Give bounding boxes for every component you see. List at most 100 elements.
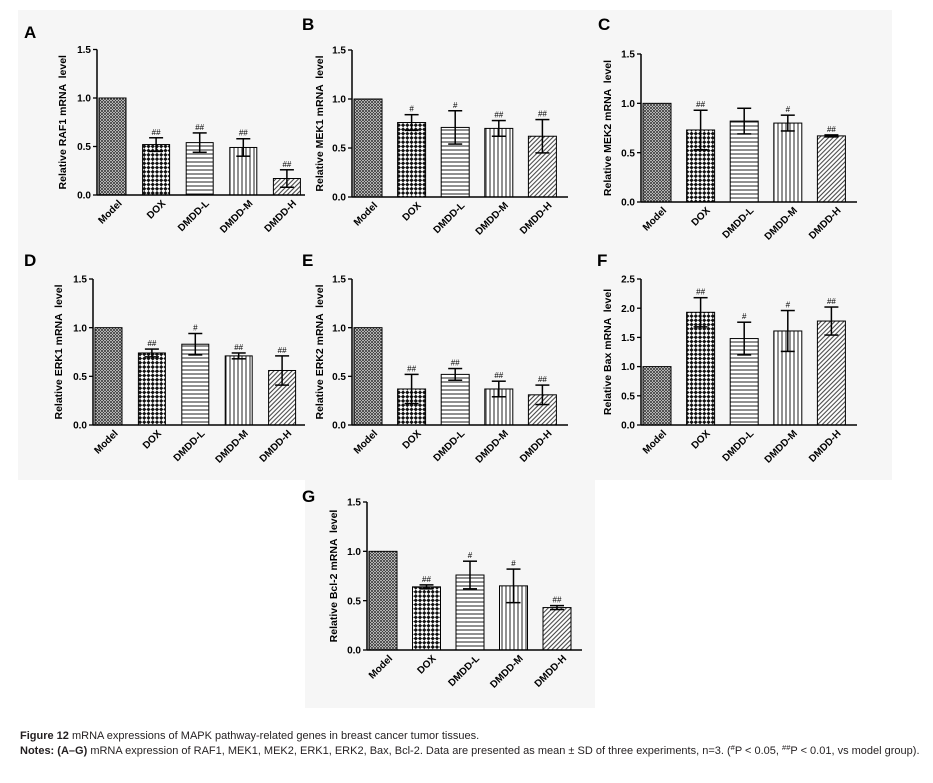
error-bar-dmdd-h [535, 118, 550, 154]
panel-letter: E [302, 251, 313, 270]
error-bar-dmdd-h [824, 306, 839, 336]
y-tick-label: 0.0 [347, 646, 361, 657]
error-bar-dox [149, 137, 164, 153]
error-bar-dmdd-h [535, 384, 550, 406]
error-bar-dmdd-l [448, 367, 463, 381]
panel-letter: F [597, 251, 607, 270]
significance-marker-dmdd-m: ## [234, 343, 243, 352]
bar-dox [142, 144, 171, 196]
bar-dox [137, 352, 166, 426]
significance-text-single: P < 0.05, [734, 745, 783, 757]
panel-background [305, 245, 595, 480]
error-bar-dmdd-l [463, 560, 477, 590]
significance-marker-dmdd-h: ## [827, 125, 836, 134]
error-bar-dmdd-l [188, 332, 203, 356]
bar-dmdd-l [181, 343, 210, 426]
caption-notes: Notes: (A–G) mRNA expression of RAF1, ME… [20, 744, 920, 759]
y-tick-label: 1.0 [332, 323, 346, 334]
bar-dox [412, 586, 441, 651]
y-tick-label: 0.5 [332, 372, 346, 383]
y-tick-label: 1.0 [347, 547, 361, 558]
y-tick-label: 1.0 [621, 99, 635, 110]
y-axis-label: Relative MEK2 mRNA level [602, 60, 614, 196]
panel-background [18, 10, 305, 245]
significance-marker-dmdd-h: ## [827, 297, 836, 306]
significance-marker-dmdd-h: ## [282, 160, 291, 169]
bar-dmdd-m [773, 122, 803, 203]
y-tick-label: 0.0 [621, 421, 635, 432]
y-tick-label: 1.5 [332, 275, 346, 286]
y-axis-label: Relative ERK1 mRNA level [53, 284, 65, 419]
y-tick-label: 1.0 [77, 94, 91, 105]
significance-marker-dmdd-m: # [511, 559, 516, 568]
panel-letter: C [598, 15, 610, 34]
error-bar-dmdd-l [448, 110, 463, 145]
significance-marker-dox: ## [152, 128, 161, 137]
y-tick-label: 1.0 [332, 95, 346, 106]
y-tick-label: 2.5 [621, 275, 635, 286]
bar-dmdd-m [484, 127, 514, 198]
y-axis-label: Relative Bcl-2 mRNA level [328, 510, 340, 643]
error-bar-dmdd-h [279, 169, 294, 188]
bar-dmdd-m [224, 355, 253, 426]
figure-container: A Relative RAF1 mRNA level 0.0 0.5 1.0 1.5 Mod… [18, 10, 857, 691]
significance-marker-dmdd-m: ## [239, 129, 248, 138]
y-tick-label: 0.5 [77, 142, 91, 153]
y-tick-label: 0.0 [77, 191, 91, 202]
error-bar-dmdd-m [491, 380, 506, 398]
significance-marker-dmdd-h: ## [538, 375, 547, 384]
error-bar-dox [144, 348, 159, 358]
figure-label: Figure 12 [20, 730, 69, 742]
significance-marker-dmdd-m: # [786, 301, 791, 310]
significance-marker-dmdd-l: # [742, 312, 747, 321]
significance-marker-dmdd-m: ## [494, 111, 503, 120]
significance-marker-dox: ## [422, 575, 431, 584]
error-bar-dmdd-h [550, 604, 564, 611]
y-tick-label: 1.5 [73, 275, 87, 286]
bar-dox [397, 122, 427, 198]
error-bar-dmdd-m [236, 137, 251, 157]
notes-text: mRNA expression of RAF1, MEK1, MEK2, ERK… [90, 745, 731, 757]
y-tick-label: 1.5 [621, 333, 635, 344]
significance-marker-dmdd-m: ## [494, 371, 503, 380]
bar-model [94, 327, 123, 426]
y-tick-label: 0.0 [332, 421, 346, 432]
error-bar-dox [419, 584, 434, 590]
significance-marker-dmdd-l: # [193, 324, 198, 333]
significance-marker-dmdd-h: ## [538, 110, 547, 119]
significance-marker-dox: ## [696, 100, 705, 109]
y-tick-label: 2.0 [621, 304, 635, 315]
error-bar-dox [693, 109, 708, 151]
bar-dox [686, 311, 716, 426]
notes-label: Notes: [20, 745, 55, 757]
bar-dmdd-h [816, 135, 846, 203]
y-tick-label: 1.0 [73, 323, 87, 334]
figure-title: mRNA expressions of MAPK pathway-related… [71, 730, 480, 742]
error-bar-dmdd-l [737, 107, 752, 135]
notes-range: (A–G) [57, 745, 88, 757]
y-tick-label: 1.5 [621, 50, 635, 61]
error-bar-dmdd-m [231, 352, 246, 360]
error-bar-dox [404, 373, 419, 405]
bar-model [642, 366, 672, 426]
significance-marker-dmdd-m: # [786, 105, 791, 114]
significance-marker-dox: ## [696, 288, 705, 297]
significance-marker-dox: # [409, 105, 414, 114]
error-bar-dmdd-l [737, 321, 752, 356]
caption-title-line: Figure 12 mRNA expressions of MAPK pathw… [20, 729, 920, 744]
bar-model [368, 550, 398, 651]
figure-caption: Figure 12 mRNA expressions of MAPK pathw… [20, 729, 920, 759]
significance-marker-dmdd-l: ## [195, 123, 204, 132]
panel-letter: B [302, 15, 314, 34]
error-bar-dox [693, 296, 708, 328]
error-bar-dmdd-m [780, 309, 795, 353]
error-bar-dmdd-h [275, 355, 290, 386]
bar-model [98, 97, 127, 196]
y-tick-label: 1.5 [77, 45, 91, 56]
significance-marker-dmdd-h: ## [278, 346, 287, 355]
bar-dmdd-h [542, 607, 572, 651]
y-tick-label: 0.5 [621, 391, 635, 402]
significance-text-double: P < 0.01, vs model group). [790, 745, 920, 757]
